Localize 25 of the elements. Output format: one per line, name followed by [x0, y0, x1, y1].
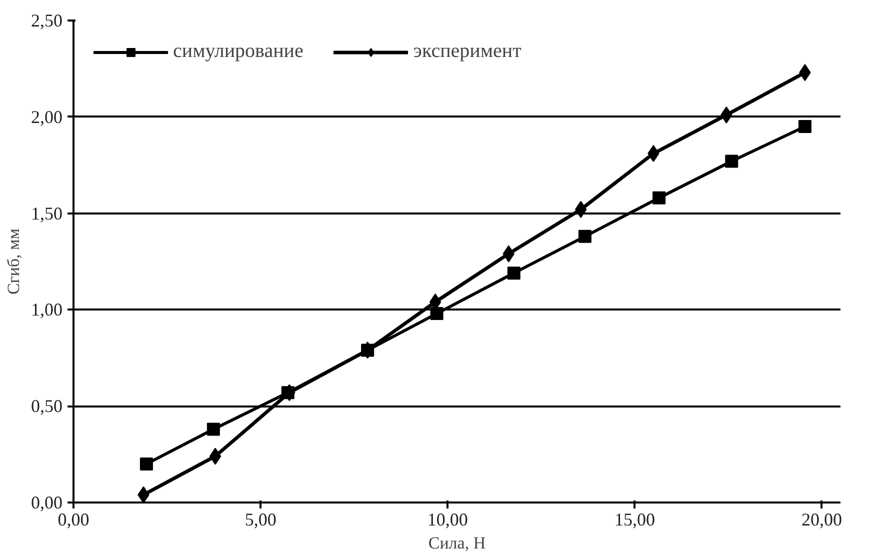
y-tick-label: 0,00: [31, 492, 62, 512]
point: [652, 191, 666, 204]
point: [138, 486, 150, 502]
x-tick-label: 10,00: [427, 510, 468, 530]
y-tick-label: 2,50: [31, 10, 62, 30]
point: [209, 448, 222, 465]
legend-label: симулирование: [173, 40, 304, 63]
x-axis-title: Сила, Н: [428, 534, 486, 552]
y-tick-label: 1,00: [31, 300, 62, 320]
point: [507, 266, 520, 280]
y-axis-title: Сгиб, мм: [4, 228, 23, 295]
point: [206, 422, 220, 436]
x-tick-label: 0,00: [58, 510, 90, 530]
point: [430, 307, 444, 320]
y-tick-label: 2,00: [31, 106, 62, 127]
x-tick-label: 20,00: [802, 510, 842, 530]
point: [140, 457, 153, 470]
y-tick-label: 1,50: [31, 203, 62, 224]
point: [578, 230, 592, 243]
x-tick-label: 5,00: [244, 510, 276, 530]
x-tick-label: 15,00: [614, 510, 655, 530]
y-tick-label: 0,50: [31, 396, 62, 416]
legend-label: эксперимент: [413, 40, 522, 63]
point: [798, 120, 812, 134]
point: [725, 154, 738, 168]
